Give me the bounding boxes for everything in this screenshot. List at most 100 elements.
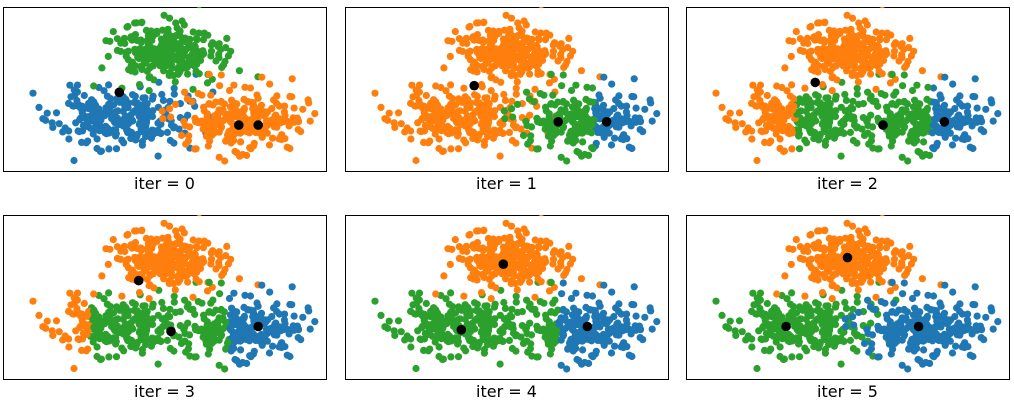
data-point bbox=[562, 308, 571, 316]
data-point bbox=[810, 342, 818, 351]
data-point bbox=[164, 258, 172, 266]
data-point bbox=[106, 37, 114, 45]
data-point bbox=[837, 152, 845, 160]
data-point bbox=[240, 314, 248, 322]
data-point bbox=[718, 103, 726, 111]
data-point bbox=[954, 320, 962, 328]
data-point bbox=[604, 110, 612, 118]
data-point bbox=[595, 299, 603, 307]
data-point bbox=[466, 129, 474, 137]
data-point bbox=[520, 54, 528, 62]
data-point bbox=[484, 118, 493, 127]
data-point bbox=[237, 336, 245, 344]
data-point bbox=[463, 309, 471, 317]
data-point bbox=[496, 360, 504, 368]
data-point bbox=[804, 309, 812, 317]
data-point bbox=[964, 102, 972, 110]
data-point bbox=[901, 271, 909, 279]
data-point bbox=[196, 7, 202, 9]
data-point bbox=[847, 25, 855, 33]
data-point bbox=[224, 338, 232, 346]
data-point bbox=[813, 243, 821, 251]
data-point bbox=[841, 234, 850, 242]
data-point bbox=[474, 47, 482, 55]
data-point bbox=[853, 84, 861, 92]
data-point bbox=[219, 314, 227, 322]
data-point bbox=[842, 96, 851, 104]
data-point bbox=[158, 26, 167, 34]
data-point bbox=[968, 330, 976, 338]
data-point bbox=[872, 293, 880, 301]
data-point bbox=[673, 134, 680, 141]
data-point bbox=[807, 337, 815, 345]
data-point bbox=[431, 108, 439, 116]
data-point bbox=[171, 78, 179, 86]
data-point bbox=[825, 118, 834, 127]
data-point bbox=[525, 95, 534, 103]
data-point bbox=[73, 304, 81, 313]
data-point bbox=[841, 315, 849, 323]
data-point bbox=[748, 135, 756, 143]
data-point bbox=[506, 25, 514, 33]
data-point bbox=[199, 244, 207, 252]
data-point bbox=[217, 331, 226, 339]
data-point bbox=[573, 104, 581, 112]
data-point bbox=[511, 243, 519, 251]
data-point bbox=[863, 117, 871, 125]
data-point bbox=[217, 71, 225, 79]
data-point bbox=[842, 304, 851, 312]
data-point bbox=[484, 234, 492, 242]
data-point bbox=[849, 265, 857, 273]
data-point bbox=[559, 71, 567, 79]
data-point bbox=[726, 109, 734, 117]
data-point bbox=[836, 28, 844, 36]
data-point bbox=[898, 248, 906, 256]
data-point bbox=[80, 299, 88, 308]
data-point bbox=[447, 145, 455, 153]
data-point bbox=[205, 308, 213, 316]
data-point bbox=[183, 95, 191, 103]
data-point bbox=[822, 302, 830, 310]
data-point bbox=[905, 44, 913, 52]
data-point bbox=[454, 338, 462, 346]
data-point bbox=[192, 67, 200, 75]
data-point bbox=[816, 130, 825, 138]
data-point bbox=[615, 300, 623, 308]
data-point bbox=[422, 299, 430, 308]
data-point bbox=[795, 145, 804, 153]
data-point bbox=[384, 116, 392, 124]
data-point bbox=[118, 327, 126, 335]
data-point bbox=[531, 28, 539, 36]
data-point bbox=[185, 53, 193, 61]
data-point bbox=[842, 115, 850, 123]
data-point bbox=[418, 116, 426, 124]
data-point bbox=[273, 300, 281, 308]
data-point bbox=[70, 86, 78, 94]
data-point bbox=[900, 123, 909, 131]
data-point bbox=[224, 52, 232, 60]
data-point bbox=[508, 265, 516, 273]
data-point bbox=[211, 326, 219, 334]
data-point bbox=[526, 278, 534, 286]
data-point bbox=[832, 107, 840, 115]
data-point bbox=[258, 281, 266, 289]
data-point bbox=[397, 328, 405, 336]
data-point bbox=[632, 104, 640, 112]
data-point bbox=[153, 28, 161, 36]
data-point bbox=[826, 51, 834, 59]
data-point bbox=[239, 358, 247, 367]
data-point bbox=[443, 335, 451, 343]
data-point bbox=[874, 145, 882, 153]
data-point bbox=[221, 365, 229, 373]
data-point bbox=[560, 271, 568, 279]
data-point bbox=[533, 353, 541, 361]
data-point bbox=[269, 134, 277, 142]
data-point bbox=[516, 65, 524, 73]
data-point bbox=[588, 144, 596, 152]
data-point bbox=[283, 143, 291, 151]
data-point bbox=[55, 120, 63, 128]
data-point bbox=[84, 137, 92, 145]
data-point bbox=[866, 303, 875, 311]
data-point bbox=[923, 95, 931, 103]
data-point bbox=[331, 134, 338, 141]
